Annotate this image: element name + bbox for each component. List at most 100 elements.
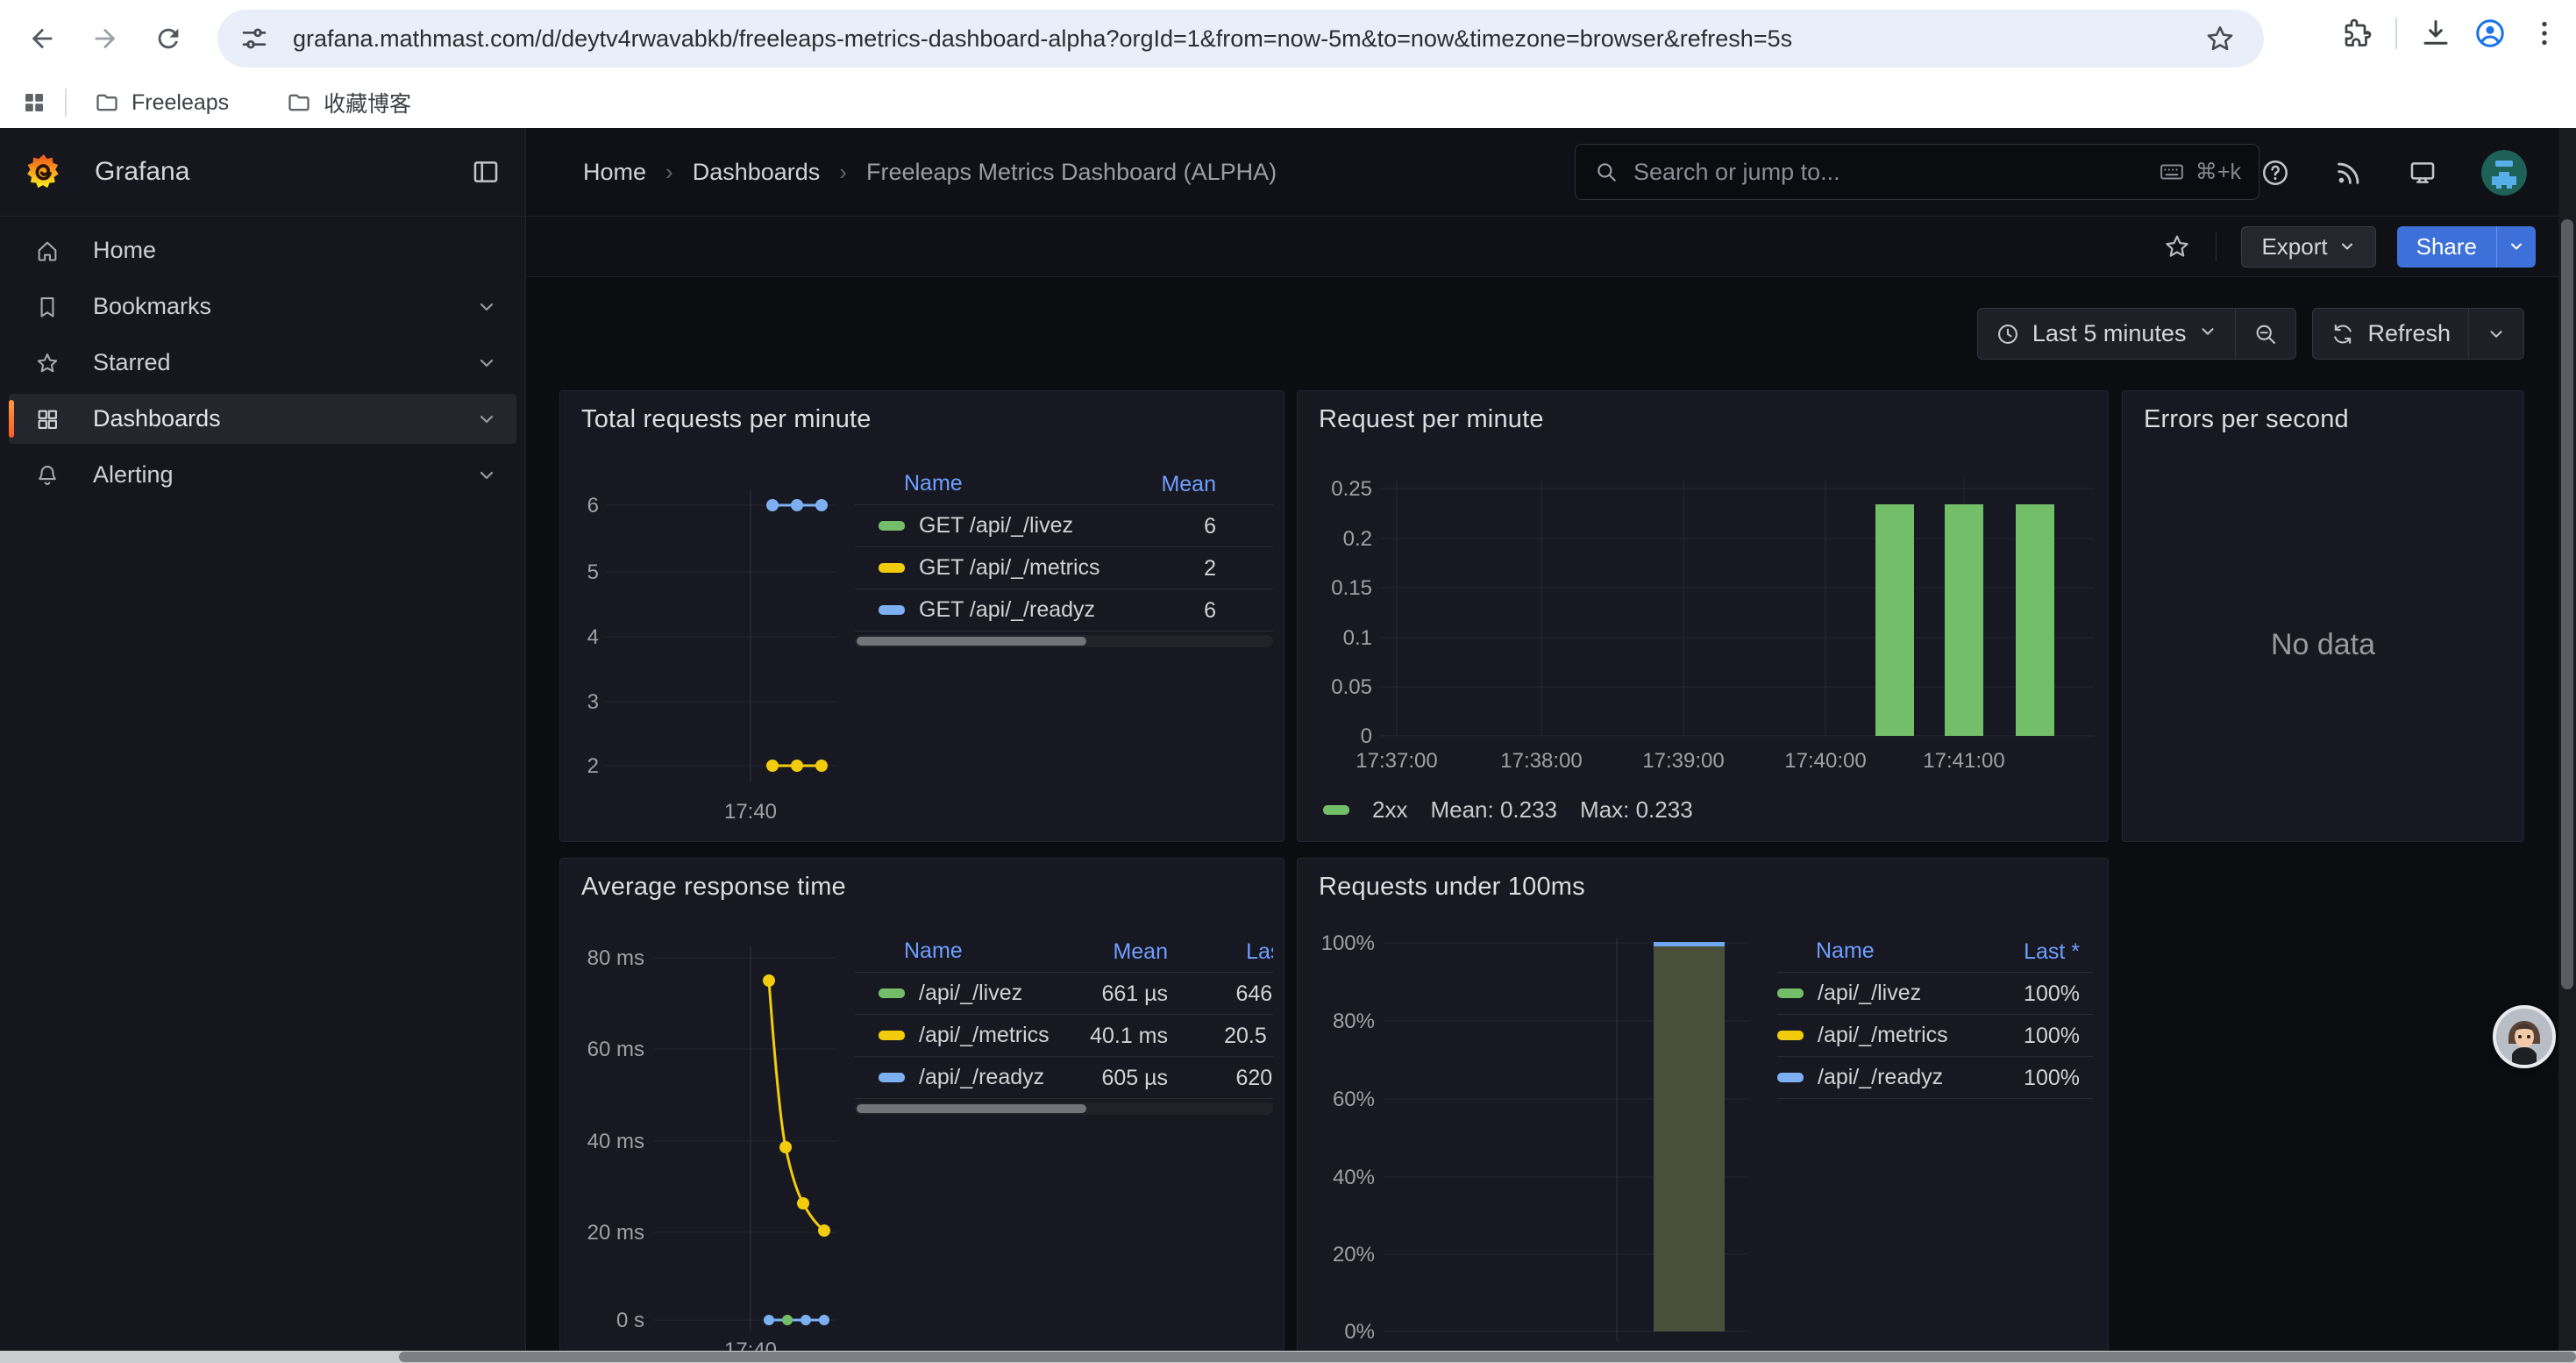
extensions-icon[interactable] [2341,18,2373,49]
col-name-header[interactable]: Name [1816,938,1875,964]
col-mean-header[interactable]: Mean [1111,463,1216,505]
sidebar-header: Grafana [0,128,525,217]
panel-average-response-time[interactable]: Average response time 80 ms 60 ms 40 ms … [559,858,1284,1363]
chart-legend: 2xx Mean: 0.233 Max: 0.233 [1323,796,1693,824]
col-last-header[interactable]: Last * [1197,931,1273,973]
browser-reload-button[interactable] [147,18,189,60]
legend-row-metrics[interactable]: GET /api/_/metrics 2 [855,547,1273,589]
panel-requests-under-100ms[interactable]: Requests under 100ms 100% 80% 60% 40% 20… [1297,858,2109,1363]
bar-under-100ms[interactable] [1654,945,1725,1331]
grafana-logo[interactable] [26,153,61,191]
legend-series[interactable]: 2xx [1372,796,1407,824]
chevron-down-icon[interactable] [476,409,497,430]
scrollbar-thumb[interactable] [857,637,1086,646]
breadcrumb-home[interactable]: Home [583,159,646,186]
time-controls: Last 5 minutes Refresh [1977,308,2524,360]
col-mean-header[interactable]: Mean [1054,931,1168,973]
legend-row-readyz[interactable]: GET /api/_/readyz 6 [855,589,1273,632]
address-bar[interactable]: grafana.mathmast.com/d/deytv4rwavabkb/fr… [217,10,2264,68]
series-swatch-yellow[interactable] [879,563,905,573]
series-swatch-green[interactable] [1777,988,1804,998]
monitor-icon[interactable] [2408,158,2437,188]
svg-text:17:37:00: 17:37:00 [1356,749,1437,773]
refresh-button[interactable]: Refresh [2313,309,2468,359]
browser-menu-icon[interactable] [2529,18,2560,49]
export-button[interactable]: Export [2241,226,2375,268]
mean-value: 40.1 ms [1054,1015,1168,1057]
col-last-header[interactable]: Last * [1975,931,2080,973]
legend-row-livez[interactable]: GET /api/_/livez 6 [855,505,1273,547]
time-range-picker[interactable]: Last 5 minutes [1978,309,2236,359]
zoom-out-button[interactable] [2236,309,2295,359]
chevron-down-icon[interactable] [476,353,497,374]
site-settings-icon[interactable] [240,25,268,53]
breadcrumb-separator: › [839,159,847,186]
bar-2xx-2[interactable] [1945,504,1983,736]
collapse-sidebar-icon[interactable] [471,157,501,187]
scrollbar-thumb[interactable] [399,1352,2576,1362]
horizontal-scrollbar[interactable] [0,1351,2576,1363]
zoom-out-icon [2253,322,2278,346]
url-text[interactable]: grafana.mathmast.com/d/deytv4rwavabkb/fr… [293,25,2264,53]
panel-errors-per-second[interactable]: Errors per second No data [2122,390,2524,842]
series-name: /api/_/livez [1818,981,1921,1006]
series-swatch-green[interactable] [879,988,905,998]
series-swatch-blue[interactable] [1777,1073,1804,1082]
floating-assistant-avatar[interactable] [2493,1005,2556,1068]
series-swatch-yellow[interactable] [879,1031,905,1040]
sidebar-item-alerting[interactable]: Alerting [9,450,516,500]
svg-text:0.25: 0.25 [1331,477,1372,501]
apps-grid-icon[interactable] [21,89,47,116]
series-swatch-blue[interactable] [879,605,905,615]
breadcrumb-dashboards[interactable]: Dashboards [693,159,821,186]
legend-row-metrics[interactable]: /api/_/metrics 40.1 ms 20.5 ms [855,1015,1273,1057]
series-name: GET /api/_/livez [919,513,1073,539]
legend-table: Name Mean GET /api/_/livez 6 GET /api/_/… [855,463,1273,652]
legend-row-readyz[interactable]: /api/_/readyz 605 µs 620 µs [855,1057,1273,1099]
sidebar-item-bookmarks[interactable]: Bookmarks [9,282,516,332]
sidebar-item-home[interactable]: Home [9,225,516,275]
legend-row-readyz[interactable]: /api/_/readyz 100% [1777,1057,2093,1099]
browser-back-button[interactable] [21,18,63,60]
series-swatch-yellow[interactable] [1777,1031,1804,1040]
col-name-header[interactable]: Name [904,938,963,964]
vertical-scrollbar[interactable] [2558,128,2576,1351]
scrollbar-thumb[interactable] [857,1104,1086,1113]
favorite-star-icon[interactable] [2163,232,2191,260]
user-avatar[interactable] [2481,150,2527,196]
panel-total-requests-per-minute[interactable]: Total requests per minute 6 5 4 3 2 17:4… [559,390,1284,842]
browser-forward-button[interactable] [84,18,126,60]
chevron-down-icon[interactable] [476,296,497,318]
series-swatch-green[interactable] [1323,805,1349,815]
bookmark-folder-freeleaps[interactable]: Freeleaps [86,85,238,121]
legend-row-metrics[interactable]: /api/_/metrics 100% [1777,1015,2093,1057]
share-button[interactable]: Share [2397,226,2536,268]
search-input[interactable]: Search or jump to... ⌘+k [1575,144,2259,200]
sidebar-item-dashboards[interactable]: Dashboards [9,394,516,444]
series-swatch-green[interactable] [879,521,905,531]
bookmark-star-icon[interactable] [2204,23,2236,54]
bar-2xx-3[interactable] [2016,504,2054,736]
share-menu-chevron[interactable] [2496,226,2536,268]
refresh-interval-dropdown[interactable] [2469,309,2523,359]
home-icon [35,239,60,263]
panel-request-per-minute[interactable]: Request per minute 0.25 0.2 0.15 [1297,390,2109,842]
col-name-header[interactable]: Name [904,471,963,496]
news-rss-icon[interactable] [2334,158,2364,188]
series-name: /api/_/metrics [919,1023,1050,1048]
legend-scrollbar[interactable] [855,1103,1273,1115]
sidebar-item-label: Alerting [93,461,174,489]
chevron-down-icon[interactable] [476,465,497,486]
bookmark-folder-blogs[interactable]: 收藏博客 [278,82,420,124]
series-swatch-blue[interactable] [879,1073,905,1082]
help-icon[interactable] [2260,158,2290,188]
downloads-icon[interactable] [2420,18,2451,49]
legend-row-livez[interactable]: /api/_/livez 100% [1777,973,2093,1015]
bar-2xx-1[interactable] [1875,504,1914,736]
legend-row-livez[interactable]: /api/_/livez 661 µs 646 µs [855,973,1273,1015]
legend-scrollbar[interactable] [855,635,1273,647]
scrollbar-thumb[interactable] [2561,219,2573,989]
last-value: 100% [1975,973,2080,1015]
sidebar-item-starred[interactable]: Starred [9,338,516,388]
profile-icon[interactable] [2474,18,2506,49]
